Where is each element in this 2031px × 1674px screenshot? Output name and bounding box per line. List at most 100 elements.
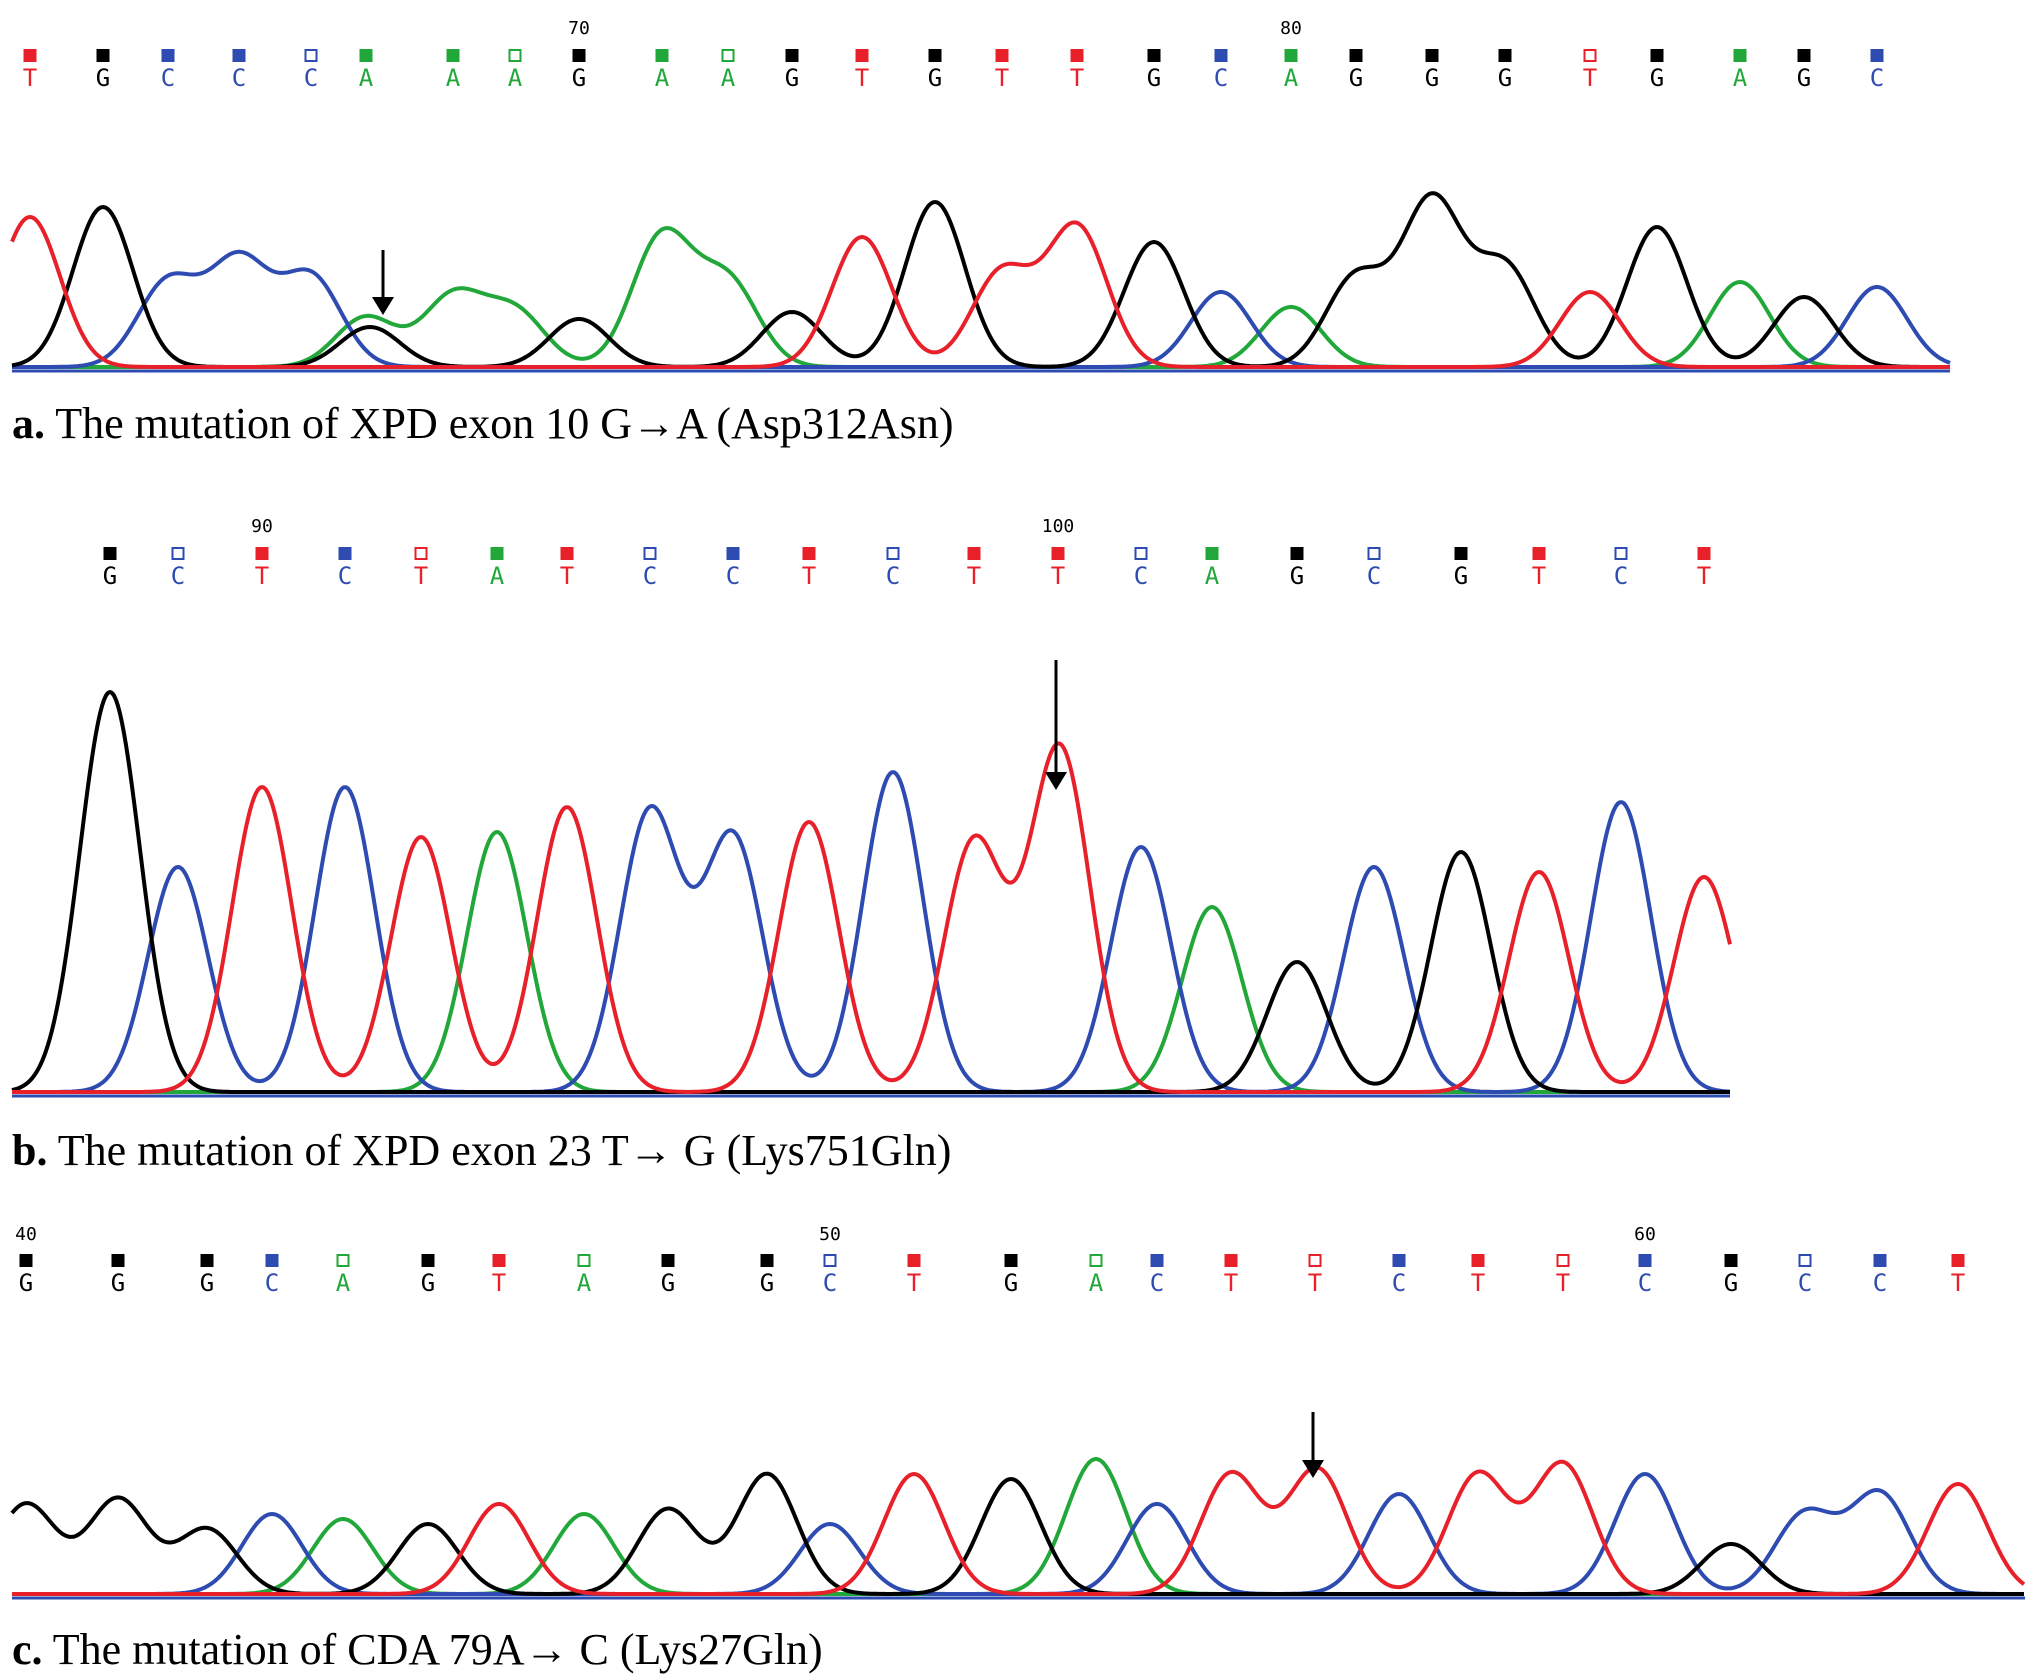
base-call-marker (1349, 49, 1363, 62)
base-call-letter: T (1532, 562, 1546, 590)
base-call-marker (1134, 547, 1148, 560)
base-call-letter: C (1214, 64, 1228, 92)
base-call-letter: T (855, 64, 869, 92)
base-call-letter: G (760, 1269, 774, 1297)
trace-A-channel (12, 1457, 2024, 1596)
base-call-letter: A (577, 1269, 592, 1297)
trace-C-channel (12, 249, 1951, 369)
base-call-letter: G (111, 1269, 125, 1297)
base-call-marker (171, 547, 185, 560)
panel-caption: a. The mutation of XPD exon 10 G→A (Asp3… (12, 399, 953, 448)
base-position-label: 90 (251, 516, 273, 537)
base-call-letter: C (1367, 562, 1381, 590)
base-call-marker (1290, 547, 1304, 560)
base-call-marker (1367, 547, 1381, 560)
base-call-letter: G (1454, 562, 1468, 590)
base-call-marker (232, 49, 246, 62)
base-call-letter: T (1583, 64, 1597, 92)
base-call-marker (1873, 1254, 1887, 1267)
panel-caption-text: The mutation of XPD exon 23 T→ G (Lys751… (47, 1126, 951, 1175)
base-call-marker (23, 49, 37, 62)
base-call-letter: C (1614, 562, 1628, 590)
base-call-marker (200, 1254, 214, 1267)
mutation-arrow-head (372, 297, 394, 315)
base-call-letter: G (1724, 1269, 1738, 1297)
base-call-marker (1733, 49, 1747, 62)
base-call-marker (1454, 547, 1468, 560)
base-call-marker (928, 49, 942, 62)
base-call-marker (643, 547, 657, 560)
base-call-letter: T (802, 562, 816, 590)
base-call-letter: T (1951, 1269, 1965, 1297)
base-call-letter: C (1798, 1269, 1812, 1297)
trace-G-channel (11, 191, 1950, 369)
base-call-letter: C (823, 1269, 837, 1297)
base-call-letter: A (359, 64, 374, 92)
base-call-marker (560, 547, 574, 560)
base-call-letter: C (232, 64, 246, 92)
base-call-letter: A (1284, 64, 1299, 92)
base-call-letter: C (726, 562, 740, 590)
base-call-letter: G (1498, 64, 1512, 92)
base-call-letter: G (1147, 64, 1161, 92)
base-call-letter: C (643, 562, 657, 590)
trace-G-channel (10, 1471, 2024, 1596)
base-call-letter: A (1733, 64, 1748, 92)
base-call-marker (1724, 1254, 1738, 1267)
panel-caption: c. The mutation of CDA 79A→ C (Lys27Gln) (12, 1625, 823, 1674)
mutation-arrow-head (1302, 1460, 1324, 1478)
base-position-label: 50 (819, 1224, 841, 1245)
base-call-letter: G (785, 64, 799, 92)
base-call-letter: A (508, 64, 523, 92)
base-position-label: 80 (1280, 18, 1302, 39)
base-call-letter: C (265, 1269, 279, 1297)
base-call-marker (336, 1254, 350, 1267)
base-call-letter: C (1870, 64, 1884, 92)
base-call-marker (1089, 1254, 1103, 1267)
panel-caption-letter: c. (12, 1625, 43, 1674)
base-call-letter: T (907, 1269, 921, 1297)
base-call-letter: T (255, 562, 269, 590)
base-call-letter: G (1425, 64, 1439, 92)
base-call-marker (577, 1254, 591, 1267)
base-call-marker (1147, 49, 1161, 62)
base-call-letter: T (967, 562, 981, 590)
base-call-marker (1638, 1254, 1652, 1267)
base-call-letter: T (1051, 562, 1065, 590)
base-call-letter: T (492, 1269, 506, 1297)
base-call-letter: C (338, 562, 352, 590)
base-call-letter: G (19, 1269, 33, 1297)
base-call-marker (1951, 1254, 1965, 1267)
panel-caption-text: The mutation of XPD exon 10 G→A (Asp312A… (45, 399, 953, 448)
base-call-marker (572, 49, 586, 62)
base-call-marker (490, 547, 504, 560)
base-call-marker (760, 1254, 774, 1267)
base-call-marker (304, 49, 318, 62)
base-call-letter: G (1650, 64, 1664, 92)
base-call-letter: G (1290, 562, 1304, 590)
base-call-letter: T (23, 64, 37, 92)
trace-T-channel (12, 741, 1732, 1094)
base-call-letter: C (1134, 562, 1148, 590)
base-call-marker (855, 49, 869, 62)
base-call-letter: A (721, 64, 736, 92)
base-call-marker (96, 49, 110, 62)
base-call-marker (1308, 1254, 1322, 1267)
base-call-letter: A (336, 1269, 351, 1297)
trace-C-channel (12, 770, 1731, 1094)
trace-T-channel (10, 215, 1950, 369)
base-call-letter: C (886, 562, 900, 590)
panel-caption-text: The mutation of CDA 79A→ C (Lys27Gln) (43, 1625, 823, 1674)
trace-T-channel (12, 1459, 2026, 1596)
panel-caption: b. The mutation of XPD exon 23 T→ G (Lys… (12, 1126, 951, 1175)
base-call-marker (421, 1254, 435, 1267)
base-call-marker (446, 49, 460, 62)
mutation-arrow-head (1045, 772, 1067, 790)
base-call-letter: G (1349, 64, 1363, 92)
base-call-letter: A (490, 562, 505, 590)
base-call-marker (19, 1254, 33, 1267)
base-call-letter: C (161, 64, 175, 92)
base-call-letter: G (572, 64, 586, 92)
base-call-letter: T (1556, 1269, 1570, 1297)
